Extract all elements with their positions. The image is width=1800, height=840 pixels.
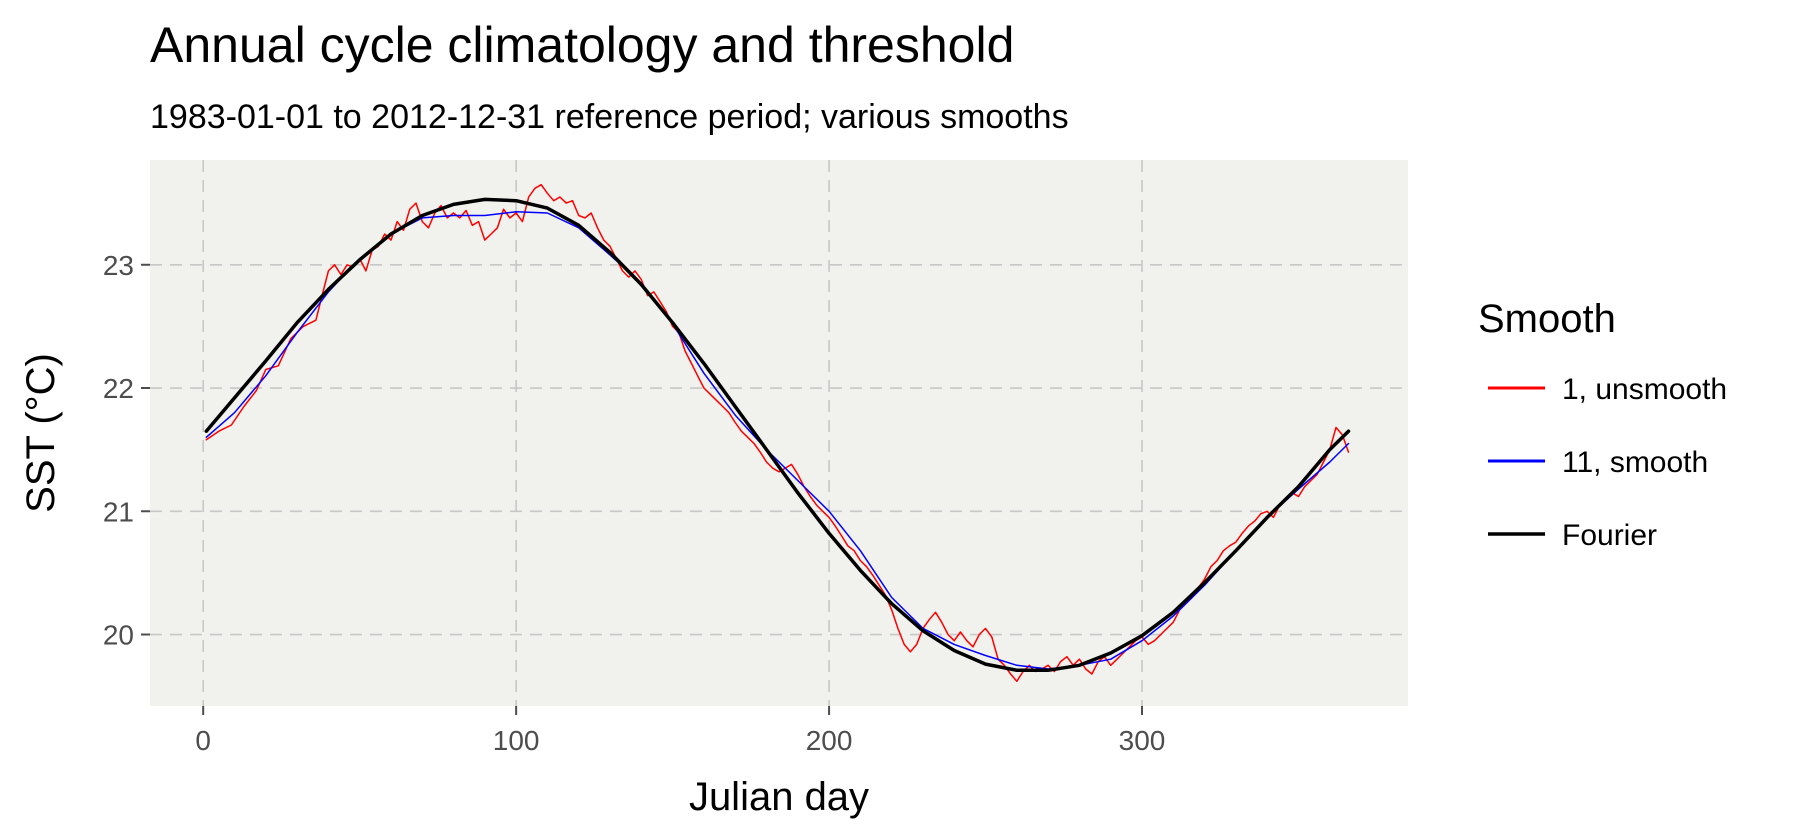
gridlines <box>150 160 1408 706</box>
chart-title: Annual cycle climatology and threshold <box>150 17 1014 73</box>
plot-panel <box>150 160 1408 706</box>
legend: Smooth 1, unsmooth 11, smooth Fourier <box>1478 297 1727 552</box>
y-tick-label: 23 <box>103 250 134 281</box>
x-tick-label: 200 <box>806 725 853 756</box>
x-axis-title: Julian day <box>689 775 869 819</box>
y-tick-label: 20 <box>103 620 134 651</box>
series-layer <box>204 183 1351 683</box>
y-tick-label: 21 <box>103 496 134 527</box>
legend-label-smooth: 11, smooth <box>1562 446 1708 479</box>
axis-ticks: 0 100 200 300 20 21 22 23 <box>103 250 1166 756</box>
series-line-fourier <box>204 197 1351 673</box>
legend-title: Smooth <box>1478 297 1616 341</box>
legend-label-unsmooth: 1, unsmooth <box>1562 373 1727 406</box>
x-tick-label: 0 <box>195 725 211 756</box>
chart-subtitle: 1983-01-01 to 2012-12-31 reference perio… <box>150 98 1069 136</box>
legend-label-fourier: Fourier <box>1562 519 1657 552</box>
y-tick-label: 22 <box>103 373 134 404</box>
x-tick-label: 100 <box>493 725 540 756</box>
x-tick-label: 300 <box>1119 725 1166 756</box>
y-axis-title: SST (°C) <box>19 353 63 513</box>
